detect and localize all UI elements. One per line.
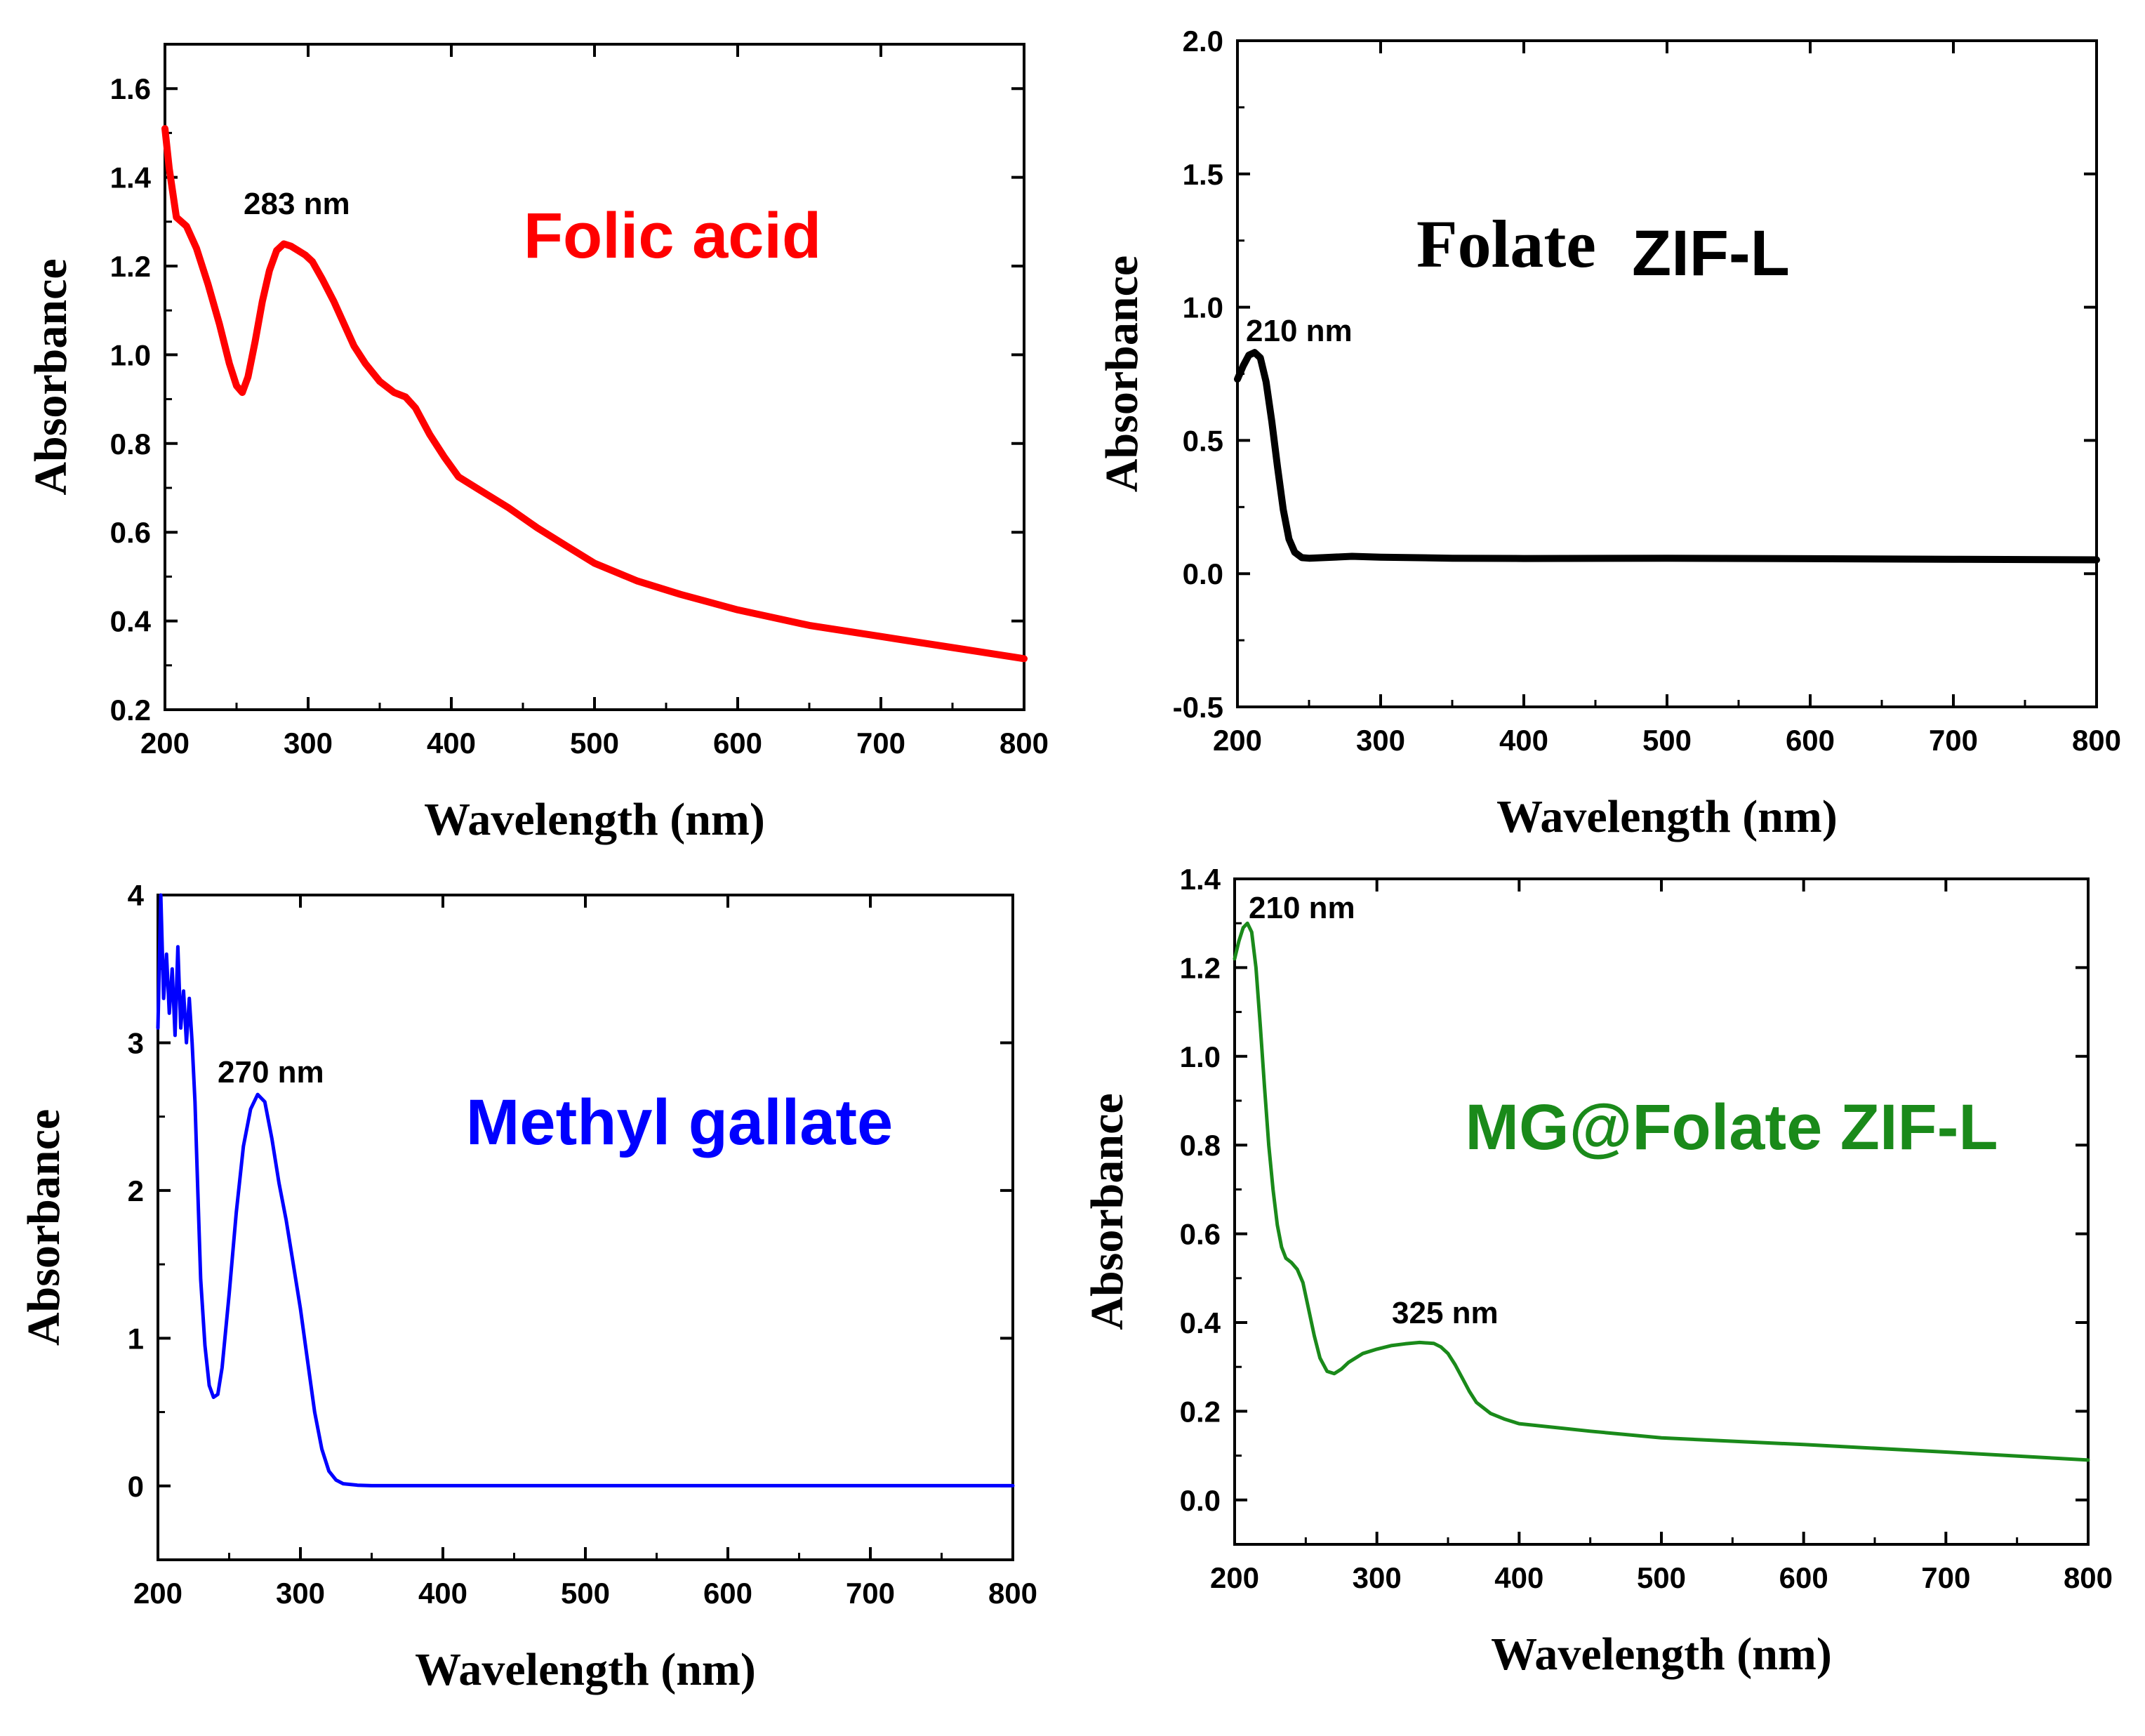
y-tick-label: 2.0 [1183,25,1223,58]
y-tick-label: 1.2 [110,250,151,283]
y-tick-label: 4 [128,879,145,912]
y-tick-label: 0.4 [110,605,152,638]
x-tick-label: 700 [846,1577,895,1610]
data-series-folic-acid [161,125,1028,663]
y-tick-label: 1.0 [1183,291,1223,324]
chart-panel-2: 200 300 400 500 600 700 800 -0.5 0.0 0.5 1.0 1.5 2.0… [1096,25,2121,842]
x-tick-label: 700 [1921,1561,1970,1594]
chart-title-part1: Folate [1416,206,1596,281]
x-tick-label: 800 [2072,724,2121,757]
y-tick-label: 0.5 [1183,424,1223,457]
x-tick-label: 200 [140,727,190,760]
y-tick-label: 1.0 [1180,1040,1221,1073]
x-tick-label: 300 [276,1577,325,1610]
y-tick-label: 1.4 [110,161,152,194]
x-tick-label: 300 [1353,1561,1402,1594]
y-tick-label: 0.6 [110,516,151,549]
y-tick-label: 1.0 [110,338,151,371]
x-tick-label: 500 [1637,1561,1686,1594]
x-tick-label: 400 [427,727,476,760]
peak-annotation: 210 nm [1246,314,1353,348]
x-axis-label: Wavelength (nm) [1496,791,1838,842]
chart-panel-1: 200 300 400 500 600 700 800 0.2 0.4 0.6 0.8 1.0 1.2 1… [25,43,1049,845]
x-tick-label: 500 [561,1577,610,1610]
peak-annotation: 270 nm [218,1055,324,1089]
y-tick-label: 0.2 [110,694,151,727]
data-series-mg-folate-zif-l [1233,921,2090,1462]
y-tick-label: 0.8 [110,428,151,460]
y-tick-label: 0 [128,1470,144,1503]
chart-panel-4: 200 300 400 500 600 700 800 0.0 0.2 0.4 0.6 0.8 1.0 1… [1082,863,2113,1680]
data-series-folate-zif-l [1234,349,2100,564]
x-tick-label: 600 [1786,724,1835,757]
x-tick-label: 200 [1210,1561,1259,1594]
y-axis-label: Absorbance [18,1109,69,1346]
y-tick-label: 0.0 [1183,557,1223,590]
peak-annotation: 283 nm [244,187,350,221]
chart-title: Folic acid [524,200,821,272]
y-tick-label: 3 [128,1026,144,1059]
x-tick-label: 400 [1494,1561,1543,1594]
x-tick-label: 700 [856,727,905,760]
y-tick-label: 1.2 [1180,951,1221,984]
y-tick-label: 0.4 [1180,1306,1221,1339]
chart-panel-3: 200 300 400 500 600 700 800 0 1 2 3 4 Wavelength (nm… [18,879,1037,1695]
x-tick-label: 600 [1779,1561,1828,1594]
y-tick-label: 0.2 [1180,1395,1221,1428]
y-tick-label: -0.5 [1173,691,1223,724]
plot-frame [164,43,1025,711]
y-axis-label: Absorbance [1082,1093,1133,1330]
x-axis-label: Wavelength (nm) [424,794,765,845]
y-tick-label: 1.5 [1183,158,1223,191]
x-axis-label: Wavelength (nm) [1491,1629,1832,1680]
chart-title-part2: ZIF-L [1632,218,1790,289]
x-axis-label: Wavelength (nm) [415,1644,756,1695]
x-tick-label: 200 [1213,724,1262,757]
chart-title: MG@Folate ZIF-L [1465,1092,1998,1163]
chart-title: Methyl gallate [466,1087,893,1158]
y-tick-label: 0.8 [1180,1129,1221,1162]
x-tick-label: 200 [133,1577,182,1610]
x-tick-label: 300 [1356,724,1405,757]
y-tick-label: 2 [128,1174,144,1207]
x-tick-label: 400 [418,1577,467,1610]
x-tick-label: 300 [284,727,333,760]
x-tick-label: 700 [1929,724,1978,757]
plot-frame [1233,877,2090,1546]
x-tick-label: 600 [703,1577,752,1610]
x-tick-label: 800 [2064,1561,2113,1594]
x-tick-label: 500 [1642,724,1692,757]
y-axis-label: Absorbance [25,258,77,495]
plot-frame [1236,39,2098,708]
y-tick-label: 0.0 [1180,1484,1221,1517]
y-tick-label: 1.6 [110,72,151,105]
x-tick-label: 600 [713,727,762,760]
data-series-methyl-gallate [156,893,1015,1487]
y-tick-label: 1.4 [1180,863,1221,896]
x-tick-label: 400 [1499,724,1548,757]
peak-annotation: 210 nm [1249,891,1355,925]
y-tick-label: 1 [128,1322,144,1355]
x-tick-label: 500 [570,727,619,760]
x-tick-label: 800 [988,1577,1037,1610]
x-tick-label: 800 [1000,727,1049,760]
peak-annotation: 325 nm [1392,1296,1499,1330]
y-axis-label: Absorbance [1096,256,1148,492]
y-tick-label: 0.6 [1180,1218,1221,1251]
